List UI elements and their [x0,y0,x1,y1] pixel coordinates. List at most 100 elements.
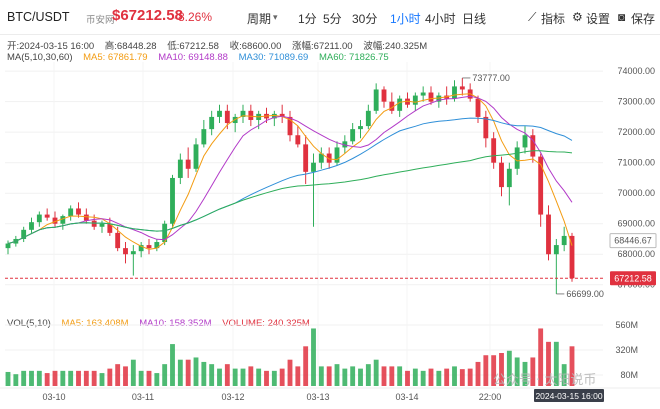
candle [76,208,81,215]
volume-bar [295,366,301,386]
period-4h[interactable]: 4小时 [425,12,456,26]
volume-bar [177,359,183,386]
candle [60,216,66,224]
volume-bar [318,366,324,386]
candle [279,113,285,117]
time-axis-label: 03-14 [395,392,418,402]
volume-bar [193,357,199,386]
volume-bar [373,359,379,386]
period-5m[interactable]: 5分 [323,12,342,26]
price-axis-label: 71000.00 [617,158,655,168]
volume-bar [232,368,238,386]
current-price-tag [609,233,657,249]
volume-bar [256,368,262,386]
ma5-value: MA5: 67861.79 [83,52,148,63]
candle [546,214,551,255]
volume-bar [264,370,269,386]
volume-bar [365,364,371,386]
candle [365,110,371,127]
candle [287,116,293,136]
candle [29,222,34,230]
volume-bar [170,344,175,386]
settings-button[interactable]: 设置 [586,12,611,26]
candle [193,144,199,169]
time-axis-label: 03-13 [306,392,329,402]
candle [185,159,191,169]
volume-bar [99,373,105,386]
ohlc-info: 开:2024-03-15 16:00 高:68448.28 低:67212.58… [7,38,435,52]
volume-bar [130,359,136,386]
last-price-label: 67212.58 [614,273,652,283]
candle [459,86,465,90]
indicator-icon[interactable]: ⟋ [528,10,537,24]
candle [389,101,395,111]
period-1d[interactable]: 日线 [462,12,487,26]
price-axis-label: 69000.00 [617,219,655,229]
vol-ma5-value: MA5: 163.408M [61,318,129,329]
ohlc-close: 收:68600.00 [229,41,282,52]
candle [303,144,309,172]
candle [483,116,489,139]
period-30m[interactable]: 30分 [352,12,378,26]
indicators-button[interactable]: 指标 [541,12,566,26]
candle [358,126,363,130]
save-button[interactable]: 保存 [631,12,656,26]
candle [412,95,418,105]
period-dropdown[interactable]: 周期 [247,12,272,26]
candle [271,113,277,119]
ma10-value: MA10: 69148.88 [158,52,228,63]
volume-bar [522,361,528,386]
volume-bar [436,370,442,386]
volume-bar [412,368,418,386]
current-price: $67212.58 [112,7,183,24]
candle [99,223,105,227]
chevron-down-icon[interactable]: ▾ [273,12,278,22]
volume-bar [5,371,11,386]
candle [224,110,230,124]
gear-icon[interactable]: ⚙ [572,10,583,24]
candle [201,129,207,145]
volume-bar [36,370,42,386]
pair-name: BTC/USDT [7,10,70,24]
candle [553,245,559,255]
candle [91,220,97,227]
candle [342,141,348,148]
volume-bar [217,368,222,386]
volume-bar [162,364,168,386]
period-1h[interactable]: 1小时 [390,12,421,26]
current-price-label: 68446.67 [614,236,652,246]
candle [522,135,528,148]
candle [36,214,42,223]
camera-icon[interactable]: ◙ [618,10,626,24]
volume-bar [444,368,450,386]
time-axis-label: 03-10 [42,392,65,402]
volume-bar [60,370,66,386]
candle [130,251,136,255]
candle [248,110,254,120]
low-marker-label: 66699.00 [566,289,604,299]
price-axis-label: 70000.00 [617,188,655,198]
volume-bar [569,346,575,386]
price-change: -8.26% [174,10,213,24]
candle [538,156,544,215]
volume-bar [107,368,113,386]
volume-bar [76,370,81,386]
volume-bar [326,366,332,386]
candle [499,162,504,188]
candle [506,168,512,188]
period-1m[interactable]: 1分 [298,12,317,26]
volume-bar [514,357,520,386]
volume-axis-label: 80M [620,370,638,380]
volume-bar [44,373,50,386]
candle [436,95,442,102]
volume-bar [185,359,191,386]
ohlc-open: 开:2024-03-15 16:00 [7,41,95,52]
ohlc-high: 高:68448.28 [104,41,157,52]
volume-bar [154,373,160,386]
volume-bar [303,346,309,386]
candle [326,153,332,163]
volume-bar [538,328,544,386]
ma-legend-title: MA(5,10,30,60) [7,52,73,63]
vol-legend-title: VOL(5,10) [7,318,51,329]
